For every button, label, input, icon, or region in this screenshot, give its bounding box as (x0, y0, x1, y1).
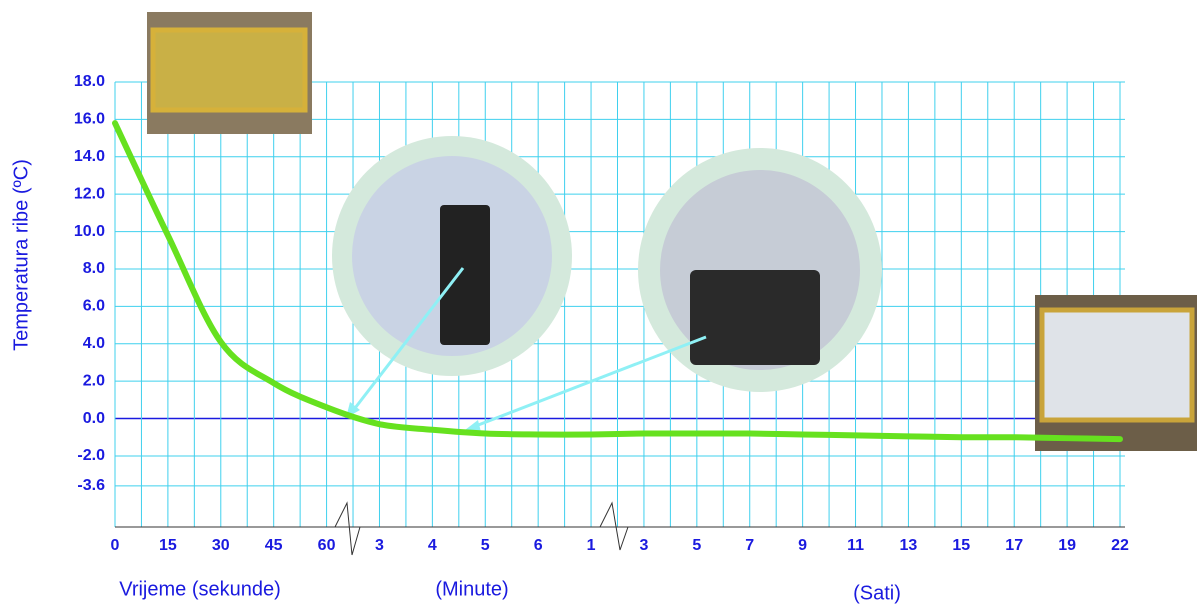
x-group-label: (Sati) (853, 582, 901, 604)
axis-break (592, 501, 640, 551)
x-tick-label: 0 (111, 537, 120, 554)
x-tick-label: 7 (745, 537, 754, 554)
x-tick-label: 3 (639, 537, 648, 554)
x-group-label: (Minute) (435, 578, 508, 600)
x-tick-label: 60 (318, 537, 336, 554)
data-line (112, 120, 1123, 443)
photo-ice (1039, 307, 1195, 423)
thermometer (690, 270, 820, 365)
arrow (350, 267, 465, 413)
y-axis-title: Temperatura ribe (ºC) (10, 159, 32, 351)
x-tick-label: 19 (1058, 537, 1076, 554)
x-tick-label: 11 (847, 537, 864, 554)
x-tick-label: 4 (428, 537, 437, 554)
y-tick-label: 10.0 (74, 223, 105, 240)
y-tick-label: 8.0 (83, 260, 105, 277)
x-group-label: Vrijeme (sekunde) (119, 578, 281, 600)
x-tick-label: 17 (1005, 537, 1023, 554)
y-tick-label: 16.0 (74, 111, 105, 128)
x-tick-label: 15 (952, 537, 970, 554)
x-tick-label: 15 (159, 537, 177, 554)
photo-fish (150, 27, 308, 113)
x-tick-label: 6 (534, 537, 543, 554)
grid (114, 81, 1125, 527)
y-tick-label: 12.0 (74, 185, 105, 202)
y-tick-label: -2.0 (77, 447, 105, 464)
x-tick-label: 3 (375, 537, 384, 554)
y-tick-label: 14.0 (74, 148, 105, 165)
x-tick-label: 45 (265, 537, 283, 554)
thermometer (440, 205, 490, 345)
x-tick-label: 9 (798, 537, 807, 554)
x-tick-label: 30 (212, 537, 230, 554)
y-tick-label: 2.0 (83, 372, 105, 389)
y-tick-label: 6.0 (83, 298, 105, 315)
x-tick-label: 5 (692, 537, 701, 554)
y-tick-label: -3.6 (77, 477, 105, 494)
y-tick-label: 0.0 (83, 410, 105, 427)
arrow (472, 335, 707, 429)
x-tick-label: 1 (587, 537, 596, 554)
y-tick-label: 18.0 (74, 73, 105, 90)
x-tick-label: 22 (1111, 537, 1129, 554)
y-tick-label: 4.0 (83, 335, 105, 352)
x-tick-label: 13 (900, 537, 918, 554)
x-tick-label: 5 (481, 537, 490, 554)
axis-break (323, 501, 372, 556)
arrow-head (465, 420, 481, 432)
